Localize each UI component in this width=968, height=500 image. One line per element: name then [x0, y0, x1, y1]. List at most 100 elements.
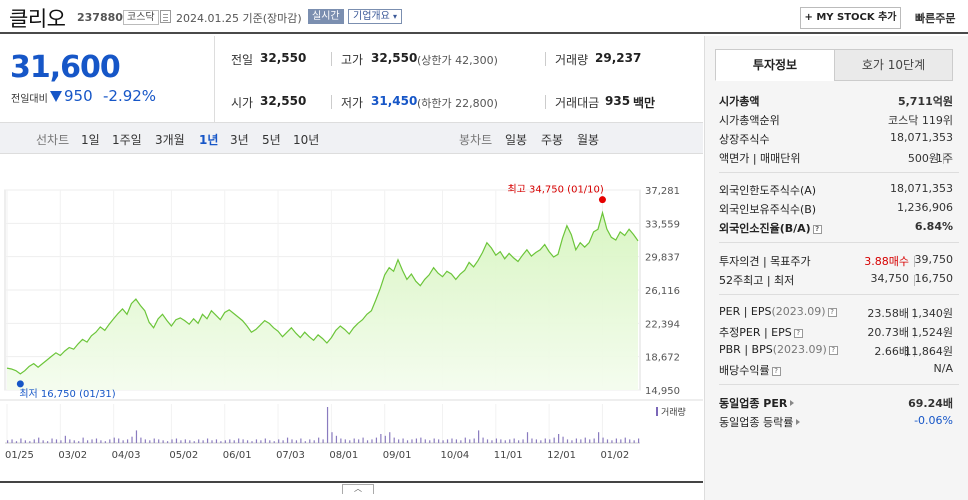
volume-bar — [513, 438, 515, 443]
help-icon[interactable]: ? — [793, 329, 803, 338]
volume-bar — [460, 440, 462, 443]
volume-bar — [526, 432, 529, 443]
volume-bar — [522, 439, 524, 443]
volume-bar — [51, 438, 53, 443]
add-my-stock-button[interactable]: + MY STOCK 추가 — [800, 7, 901, 29]
low-label: 최저 16,750 (01/31) — [19, 388, 115, 400]
tab-invest-info[interactable]: 투자정보 — [715, 49, 835, 81]
stock-header: 클리오 237880 코스닥 2024.01.25 기준(장마감) 실시간 기업… — [0, 0, 968, 34]
low-label: 저가 — [341, 96, 364, 110]
info-sector-per[interactable]: 동일업종 PER 69.24배 — [719, 395, 959, 413]
period-10y[interactable]: 10년 — [293, 133, 320, 147]
volume-bar — [584, 437, 586, 443]
realtime-button[interactable]: 실시간 — [308, 9, 344, 24]
volume-bar — [260, 440, 262, 443]
info-label: 외국인보유주식수(B) — [719, 203, 817, 216]
volume-bar — [149, 440, 151, 443]
high-label: 최고 34,750 (01/10) — [507, 184, 603, 196]
volume-bar — [322, 439, 324, 443]
volume-bar — [198, 439, 200, 443]
info-cap-rank: 시가총액순위 코스닥 119위 — [719, 112, 959, 130]
volume-bar — [358, 439, 360, 443]
divider — [914, 308, 915, 319]
x-tick-label: 10/04 — [440, 450, 469, 461]
volume-bar — [544, 438, 546, 443]
volume-bar — [64, 435, 66, 443]
info-value: 20.73배 — [867, 326, 909, 339]
info-label: 상장주식수 — [719, 133, 770, 146]
candle-daily[interactable]: 일봉 — [505, 133, 528, 147]
help-icon[interactable]: ? — [812, 225, 822, 234]
low-value: 31,450 — [371, 94, 418, 108]
y-tick-label: 22,394 — [645, 319, 680, 330]
y-tick-label: 26,116 — [645, 286, 680, 297]
down-arrow-icon — [50, 91, 62, 102]
volume-bar — [331, 432, 333, 443]
tab-order-book[interactable]: 호가 10단계 — [834, 49, 953, 81]
volume-bar — [535, 439, 537, 443]
x-tick-label: 01/25 — [5, 450, 34, 461]
info-label-text: PER | EPS — [719, 305, 772, 318]
period-1y[interactable]: 1년 — [199, 133, 219, 147]
volume-bar — [175, 438, 178, 443]
volume-bar — [229, 439, 231, 443]
help-icon[interactable]: ? — [827, 308, 837, 317]
help-icon[interactable]: ? — [771, 367, 781, 376]
period-1d[interactable]: 1일 — [81, 133, 100, 147]
volume-bar — [95, 438, 98, 443]
volume-bar — [326, 407, 329, 443]
candle-weekly[interactable]: 주봉 — [541, 133, 564, 147]
help-icon[interactable]: ? — [828, 346, 838, 355]
x-tick-label: 04/03 — [112, 450, 141, 461]
quick-order-button[interactable]: 빠른주문 — [915, 12, 956, 25]
x-tick-label: 06/01 — [223, 450, 252, 461]
info-52week: 52주최고 | 최저 34,750 16,750 — [719, 272, 959, 290]
period-1w[interactable]: 1주일 — [112, 133, 142, 147]
corp-overview-button[interactable]: 기업개요 ▾ — [348, 9, 403, 24]
volume-bar — [126, 439, 129, 443]
volume-bar — [286, 437, 289, 443]
volume-bar — [11, 439, 13, 443]
volume-bar — [255, 439, 258, 443]
candle-monthly[interactable]: 월봉 — [577, 133, 600, 147]
volume-bar — [20, 438, 22, 443]
volume-bar — [184, 439, 186, 443]
volume-bar — [580, 439, 582, 443]
collapse-chart-button[interactable]: ︿ — [342, 484, 374, 494]
volume-bar — [122, 440, 124, 443]
volume-bar — [60, 440, 62, 443]
volume-bar — [389, 432, 391, 443]
volume-bar — [384, 435, 386, 443]
period-3m[interactable]: 3개월 — [155, 133, 185, 147]
open-value: 32,550 — [260, 94, 307, 108]
x-tick-label: 11/01 — [494, 450, 523, 461]
period-3y[interactable]: 3년 — [230, 133, 249, 147]
info-label: 동일업종 등락률 — [719, 414, 801, 430]
volume-bar — [29, 441, 31, 443]
volume-bar — [473, 438, 475, 443]
info-label: 액면가 | 매매단위 — [719, 152, 801, 165]
price-line — [6, 210, 639, 375]
price-summary: 31,600 전일대비 950 -2.92% — [0, 36, 215, 122]
info-value: 11,864원 — [904, 345, 953, 358]
volume-bar — [540, 440, 542, 443]
info-value: N/A — [933, 362, 953, 375]
period-5y[interactable]: 5년 — [262, 133, 281, 147]
info-label: 시가총액순위 — [719, 114, 780, 127]
info-label-text: 외국인소진율(B/A) — [719, 222, 811, 235]
x-tick-label: 01/02 — [600, 450, 629, 461]
info-foreign-hold: 외국인보유주식수(B) 1,236,906 — [719, 201, 959, 219]
market-badge: 코스닥 — [123, 10, 159, 25]
info-label-text: 추정PER | EPS — [719, 326, 792, 339]
volume-bar — [206, 438, 209, 443]
volume-bar — [73, 440, 75, 443]
change-percent: -2.92% — [103, 87, 157, 105]
low-marker — [16, 380, 24, 388]
volume-bar — [180, 440, 182, 443]
info-sector-change[interactable]: 동일업종 등락률 -0.06% — [719, 414, 959, 432]
volume-bar — [313, 440, 315, 443]
volume-bar — [402, 438, 404, 443]
divider — [943, 153, 944, 164]
price-chart[interactable]: 37,281 33,559 29,837 26,116 22,394 18,672 14,9… — [0, 154, 703, 500]
chart-svg: 37,281 33,559 29,837 26,116 22,394 18,672 14,9… — [0, 184, 703, 483]
